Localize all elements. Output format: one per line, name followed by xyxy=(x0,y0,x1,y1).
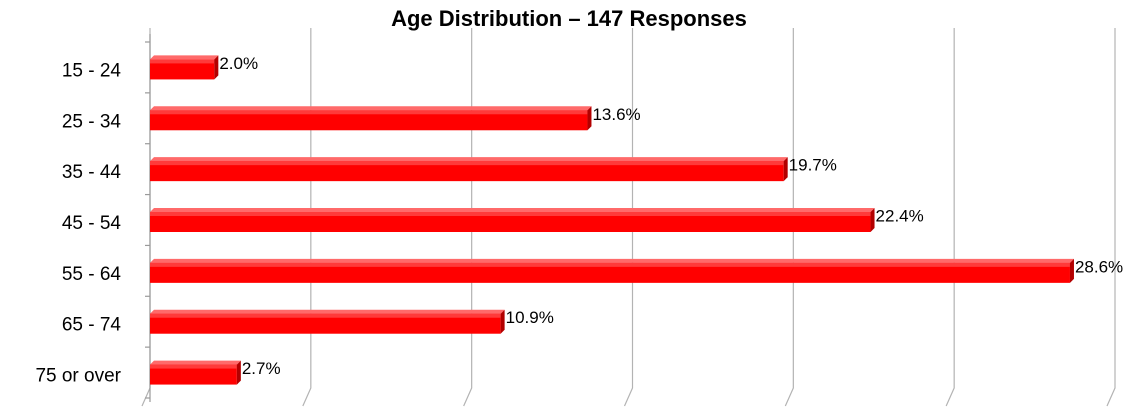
bar-top-face xyxy=(150,309,505,314)
bars xyxy=(150,55,1074,385)
bar-end-face xyxy=(214,55,219,80)
data-labels: 2.0% 13.6% 19.7% 22.4% 28.6% 10.9% 2.7% xyxy=(219,54,1123,378)
bar-top-face xyxy=(150,360,241,365)
category-axis xyxy=(145,34,151,402)
bar-end-face xyxy=(783,157,788,182)
category-labels: 15 - 24 25 - 34 35 - 44 45 - 54 55 - 64 65 - … xyxy=(35,60,121,386)
gridline xyxy=(623,28,634,407)
bar-highlight xyxy=(150,59,215,64)
gridline xyxy=(784,28,794,407)
bar-top-face xyxy=(150,55,219,60)
gridline xyxy=(1106,28,1116,407)
bar-top-face xyxy=(150,157,788,162)
category-label: 35 - 44 xyxy=(62,162,122,183)
category-label: 15 - 24 xyxy=(62,60,122,81)
data-label: 22.4% xyxy=(876,206,924,225)
gridline xyxy=(141,28,151,407)
data-label: 2.0% xyxy=(219,54,258,73)
bar-highlight xyxy=(150,364,237,369)
bar-front-face xyxy=(150,313,501,334)
data-label: 13.6% xyxy=(592,105,640,124)
gridline xyxy=(302,28,312,407)
bar-front-face xyxy=(150,59,215,80)
bar xyxy=(150,55,219,80)
bar-highlight xyxy=(150,313,501,318)
data-label: 28.6% xyxy=(1075,257,1123,276)
bar-top-face xyxy=(150,258,1074,263)
category-label: 75 or over xyxy=(35,366,121,387)
bar xyxy=(150,309,505,334)
bar-highlight xyxy=(150,262,1070,267)
bar-front-face xyxy=(150,212,871,232)
bar-top-face xyxy=(150,106,592,111)
bar xyxy=(150,258,1074,283)
gridlines xyxy=(141,28,1116,407)
category-label: 25 - 34 xyxy=(62,111,122,132)
bar xyxy=(150,208,875,232)
bar-front-face xyxy=(150,262,1070,283)
gridline xyxy=(945,28,955,407)
category-label: 45 - 54 xyxy=(62,213,122,234)
bar-end-face xyxy=(870,208,875,232)
data-label: 19.7% xyxy=(789,156,837,175)
category-label: 55 - 64 xyxy=(62,264,122,285)
data-label: 10.9% xyxy=(506,308,554,327)
bar-highlight xyxy=(150,212,871,216)
chart-title: Age Distribution – 147 Responses xyxy=(391,6,747,31)
bar-top-face xyxy=(150,208,875,212)
bar-front-face xyxy=(150,161,784,182)
data-label: 2.7% xyxy=(242,359,281,378)
gridline xyxy=(463,28,473,407)
bar-end-face xyxy=(236,360,241,385)
bar xyxy=(150,157,788,182)
bar-end-face xyxy=(1069,258,1074,283)
category-label: 65 - 74 xyxy=(62,315,122,336)
bar-front-face xyxy=(150,364,237,385)
bar-highlight xyxy=(150,110,588,115)
bar-highlight xyxy=(150,161,784,166)
bar-end-face xyxy=(500,309,505,334)
bar xyxy=(150,360,241,385)
bar-front-face xyxy=(150,110,588,131)
bar-end-face xyxy=(587,106,592,131)
bar xyxy=(150,106,592,131)
